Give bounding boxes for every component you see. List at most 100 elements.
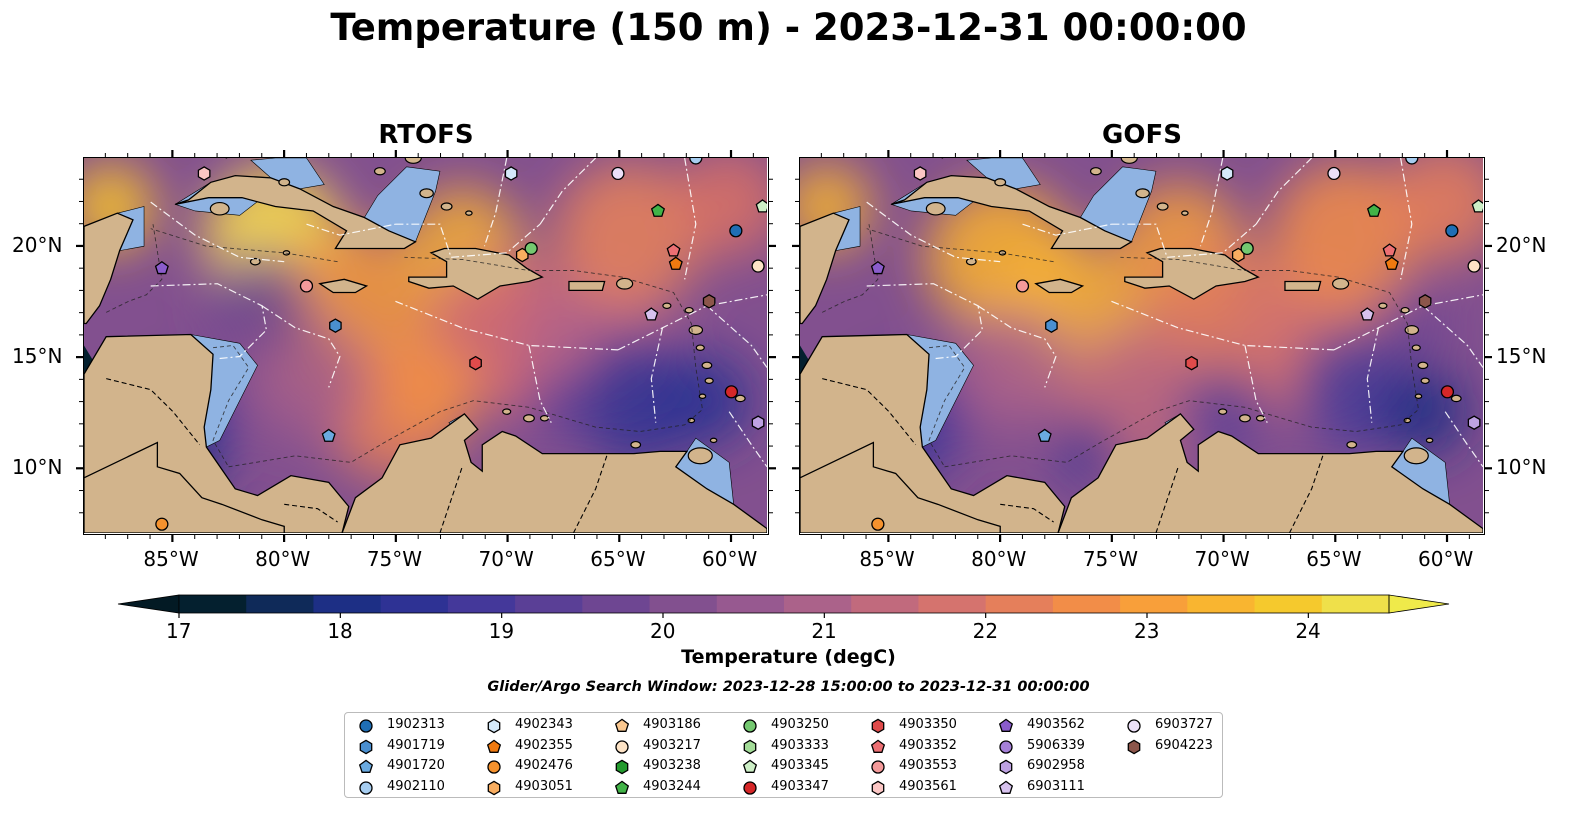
legend-marker-4903561[interactable]	[871, 780, 885, 795]
legend-marker-4902355[interactable]	[486, 739, 502, 753]
float-6902958-rtofs[interactable]	[751, 415, 765, 430]
colorbar-segment	[380, 595, 449, 613]
float-4903244-rtofs[interactable]	[650, 203, 666, 217]
float-4903561-rtofs[interactable]	[197, 166, 211, 181]
float-4903352-gofs[interactable]	[1382, 243, 1397, 257]
float-4903347-rtofs[interactable]	[724, 385, 739, 399]
float-6902958-gofs[interactable]	[1467, 415, 1481, 430]
float-4903250-rtofs[interactable]	[524, 241, 538, 256]
float-4902476-rtofs[interactable]	[155, 517, 169, 531]
float-4903051-gofs[interactable]	[1231, 247, 1245, 263]
legend-marker-4902343[interactable]	[487, 718, 501, 734]
eez-line-9	[866, 201, 1001, 263]
float-1902313-rtofs[interactable]	[729, 224, 743, 238]
depth-contour-1	[212, 345, 250, 468]
legend-marker-4903051[interactable]	[487, 780, 501, 795]
legend-label: 4903217	[643, 737, 701, 753]
float-4903350-rtofs[interactable]	[469, 355, 482, 371]
float-4903217-gofs[interactable]	[1467, 259, 1481, 273]
legend-marker-4903333[interactable]	[743, 739, 757, 754]
float-6904223-gofs[interactable]	[1418, 294, 1432, 309]
legend-marker-5906339[interactable]	[999, 739, 1013, 754]
lat-tick-label-left: 15°N	[12, 344, 63, 369]
colorbar-segment	[1321, 595, 1390, 613]
legend-marker-4901720[interactable]	[358, 759, 374, 773]
eez-line-2	[1111, 223, 1257, 258]
hexagon-marker-icon	[871, 780, 885, 795]
legend-marker-4901719[interactable]	[359, 739, 373, 754]
float-4903217-rtofs[interactable]	[751, 259, 765, 273]
float-4903561-gofs[interactable]	[913, 166, 927, 181]
float-4903347-gofs[interactable]	[1440, 385, 1455, 399]
colorbar-tick-label: 19	[488, 619, 515, 643]
float-4903553-rtofs[interactable]	[299, 279, 314, 293]
float-4903345-gofs[interactable]	[1471, 199, 1483, 213]
legend-marker-4902476[interactable]	[487, 760, 501, 774]
float-4903051-rtofs[interactable]	[515, 247, 529, 263]
legend-marker-4903186[interactable]	[614, 718, 630, 732]
legend-label: 4901720	[387, 758, 445, 773]
circle-marker-icon	[359, 719, 373, 733]
float-4902110-gofs[interactable]	[1405, 158, 1419, 165]
island-8	[687, 417, 696, 424]
legend-label: 4903562	[1027, 717, 1085, 732]
lon-tick-label: 60°W	[702, 547, 758, 571]
map-canvas-gofs[interactable]	[800, 158, 1483, 533]
legend-marker-6902958[interactable]	[999, 759, 1013, 775]
float-4901720-gofs[interactable]	[1037, 428, 1052, 442]
float-4901720-rtofs[interactable]	[321, 428, 336, 442]
legend-marker-4903352[interactable]	[870, 739, 886, 753]
float-4903553-gofs[interactable]	[1015, 279, 1030, 293]
float-4903244-gofs[interactable]	[1366, 203, 1382, 217]
float-4901719-rtofs[interactable]	[329, 318, 342, 333]
float-4903352-rtofs[interactable]	[666, 243, 681, 257]
pentagon-marker-icon	[358, 759, 374, 773]
float-4902343-rtofs[interactable]	[504, 166, 518, 181]
float-6903111-gofs[interactable]	[1360, 307, 1375, 321]
legend-marker-4903350[interactable]	[871, 718, 885, 734]
legend-marker-6904223[interactable]	[1127, 739, 1141, 754]
legend-marker-4903244[interactable]	[614, 780, 630, 794]
legend-marker-4903250[interactable]	[743, 719, 757, 733]
float-4902343-gofs[interactable]	[1220, 166, 1234, 181]
legend-label: 4903347	[771, 778, 829, 794]
depth-contour-2	[944, 276, 1419, 468]
lon-tick-label: 80°W	[971, 547, 1027, 571]
legend-marker-4903553[interactable]	[871, 760, 885, 774]
legend-marker-4903238[interactable]	[615, 759, 629, 775]
legend-marker-4902110[interactable]	[359, 780, 373, 795]
map-gofs[interactable]	[799, 157, 1485, 535]
island-20	[1135, 188, 1150, 199]
map-canvas-rtofs[interactable]	[84, 158, 767, 533]
land-southam	[1057, 412, 1483, 533]
float-4902355-gofs[interactable]	[1384, 256, 1399, 270]
float-4903562-gofs[interactable]	[870, 260, 885, 275]
float-4902110-rtofs[interactable]	[689, 158, 703, 165]
hexagon-marker-icon	[359, 739, 373, 754]
legend-marker-4903562[interactable]	[998, 718, 1014, 732]
float-4903345-rtofs[interactable]	[755, 199, 767, 213]
legend-marker-6903111[interactable]	[998, 780, 1014, 794]
circle-marker-icon	[487, 760, 501, 774]
legend-marker-1902313[interactable]	[359, 719, 373, 733]
float-4903250-gofs[interactable]	[1240, 241, 1254, 256]
border-0	[822, 378, 917, 446]
float-6903727-gofs[interactable]	[1327, 166, 1341, 181]
float-4902476-gofs[interactable]	[871, 517, 885, 531]
legend-marker-6903727[interactable]	[1127, 719, 1141, 733]
float-6904223-rtofs[interactable]	[702, 294, 716, 309]
float-4901719-gofs[interactable]	[1045, 318, 1058, 333]
legend-marker-4903217[interactable]	[615, 739, 629, 754]
circle-marker-icon	[359, 780, 373, 795]
float-1902313-gofs[interactable]	[1445, 224, 1459, 238]
float-4902355-rtofs[interactable]	[668, 256, 683, 270]
figure-title: Temperature (150 m) - 2023-12-31 00:00:0…	[330, 6, 1247, 49]
map-rtofs[interactable]	[83, 157, 769, 535]
legend-marker-4903347[interactable]	[743, 780, 757, 795]
legend-marker-4903345[interactable]	[742, 759, 758, 773]
float-4903562-rtofs[interactable]	[154, 260, 169, 275]
float-6903727-rtofs[interactable]	[611, 166, 625, 181]
float-6903111-rtofs[interactable]	[644, 307, 659, 321]
legend-label: 4903553	[899, 758, 957, 773]
float-4903350-gofs[interactable]	[1185, 355, 1198, 371]
